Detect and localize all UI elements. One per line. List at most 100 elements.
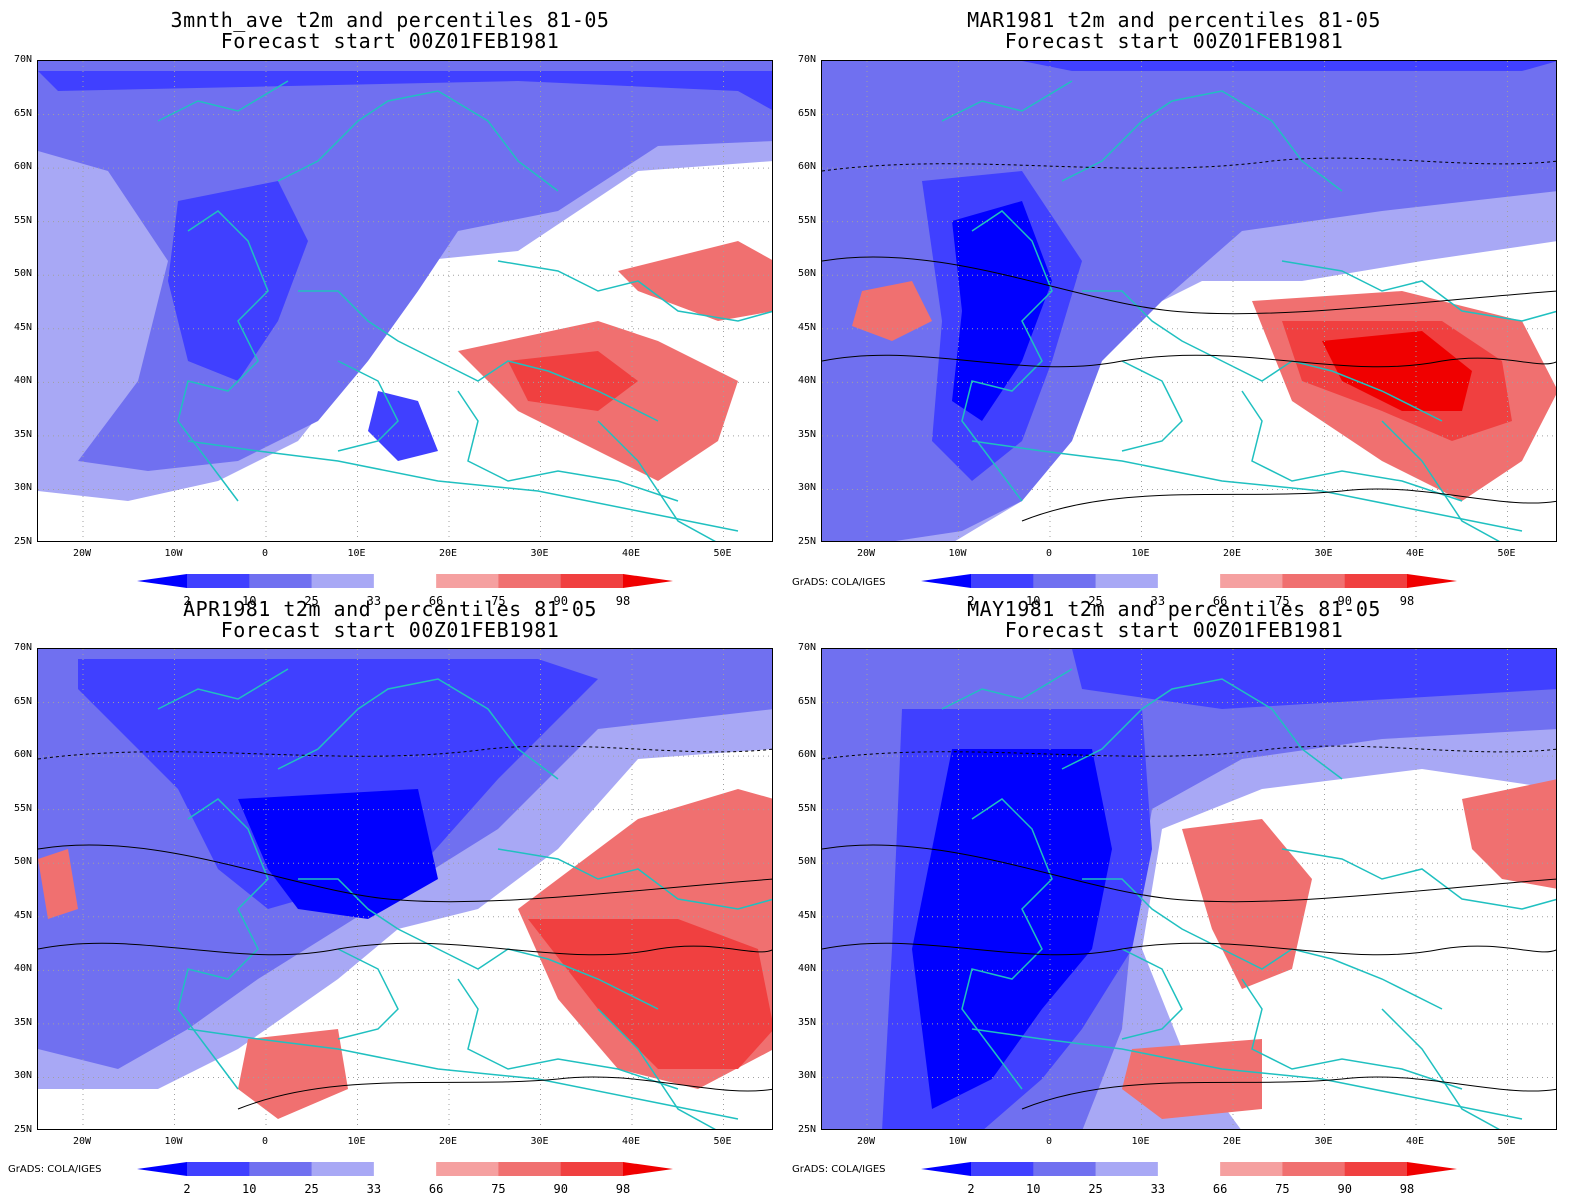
temperature-contours — [822, 745, 1556, 1110]
colorbar-tick-label: 2 — [183, 594, 191, 608]
lat-tick-label: 55N — [797, 214, 816, 226]
colorbar-tick-label: 2 — [967, 1182, 975, 1196]
colorbar-tick-label: 90 — [553, 594, 568, 608]
lat-tick-label: 50N — [13, 856, 32, 868]
lon-tick-label: 20E — [438, 1136, 458, 1147]
colorbar-tick-label: 75 — [491, 594, 506, 608]
graticule — [822, 649, 1556, 1129]
lat-tick-label: 35N — [797, 1016, 816, 1028]
lat-tick-label: 70N — [797, 642, 816, 653]
colorbar-tick-label: 25 — [304, 1182, 319, 1196]
colorbar-swatches — [921, 1162, 1457, 1176]
lon-tick-label: 0 — [1045, 548, 1053, 559]
lon-tick-label: 20W — [72, 1136, 92, 1147]
colorbar-tick-label: 98 — [1399, 1182, 1415, 1196]
coastlines — [157, 80, 772, 541]
panel-march: MAR1981 t2m and percentiles 81-05 Foreca… — [784, 0, 1564, 608]
lat-tick-label: 45N — [797, 909, 816, 921]
colorbar-tick-label: 10 — [1026, 1182, 1041, 1196]
colorbar-tick-label: 25 — [304, 594, 319, 608]
lon-tick-label: 10W — [164, 1136, 183, 1147]
colorbar-tick-label: 10 — [242, 1182, 257, 1196]
graticule — [38, 61, 772, 541]
lat-tick-label: 25N — [13, 536, 32, 547]
lat-tick-label: 65N — [797, 695, 816, 707]
lon-tick-label: 20E — [1222, 1136, 1242, 1147]
colorbar-tick-label: 66 — [1212, 594, 1228, 608]
panel-title-line2: Forecast start 00Z01FEB1981 — [220, 618, 560, 642]
lat-tick-label: 65N — [797, 107, 816, 119]
lon-tick-label: 20W — [856, 1136, 876, 1147]
colorbar-tick-label: 66 — [428, 594, 444, 608]
lat-tick-label: 45N — [797, 321, 816, 333]
graticule — [822, 61, 1556, 541]
lat-tick-label: 60N — [13, 161, 32, 173]
lat-tick-label: 40N — [13, 375, 32, 387]
lat-tick-label: 70N — [13, 54, 32, 65]
lat-tick-label: 40N — [13, 963, 32, 975]
lon-tick-label: 0 — [1045, 1136, 1053, 1147]
colorbar-tick-label: 90 — [1337, 1182, 1352, 1196]
lat-tick-label: 65N — [13, 695, 32, 707]
lat-tick-label: 55N — [797, 802, 816, 814]
percentile-map — [821, 60, 1557, 542]
panel-april: APR1981 t2m and percentiles 81-05 Foreca… — [0, 596, 780, 1196]
colorbar-tick-label: 2 — [183, 1182, 191, 1196]
lat-tick-label: 50N — [13, 268, 32, 280]
map-shading — [822, 61, 1556, 541]
panel-title-line2: Forecast start 00Z01FEB1981 — [1004, 618, 1344, 642]
lon-tick-label: 40E — [1405, 1136, 1425, 1147]
lat-tick-label: 55N — [13, 214, 32, 226]
colorbar-swatches — [137, 1162, 673, 1176]
lat-tick-label: 40N — [797, 963, 816, 975]
lat-tick-label: 25N — [797, 536, 816, 547]
grads-credit: GrADS: COLA/IGES — [8, 1164, 102, 1175]
lon-tick-label: 40E — [621, 548, 641, 559]
lon-tick-label: 10E — [347, 1136, 366, 1147]
lat-tick-label: 35N — [797, 428, 816, 440]
lat-tick-label: 70N — [797, 54, 816, 65]
lon-tick-label: 30E — [530, 1136, 549, 1147]
lat-tick-label: 60N — [797, 749, 816, 761]
lat-tick-label: 45N — [13, 321, 32, 333]
lon-tick-label: 30E — [1314, 1136, 1333, 1147]
lat-tick-label: 60N — [13, 749, 32, 761]
colorbar-tick-label: 25 — [1088, 594, 1103, 608]
lon-tick-label: 30E — [530, 548, 549, 559]
grads-credit: GrADS: COLA/IGES — [792, 577, 886, 588]
map-shading — [822, 649, 1556, 1129]
map-shading — [38, 61, 772, 541]
lon-tick-label: 20E — [1222, 548, 1242, 559]
colorbar-tick-label: 66 — [428, 1182, 444, 1196]
lat-tick-label: 30N — [13, 1070, 32, 1082]
lat-tick-label: 50N — [797, 268, 816, 280]
lon-tick-label: 0 — [261, 1136, 269, 1147]
panel-title-line2: Forecast start 00Z01FEB1981 — [220, 29, 560, 53]
colorbar-tick-label: 75 — [491, 1182, 506, 1196]
colorbar-tick-label: 33 — [1150, 594, 1166, 608]
lat-tick-label: 70N — [13, 642, 32, 653]
colorbar-tick-label: 75 — [1275, 1182, 1290, 1196]
colorbar — [921, 1162, 1457, 1176]
lon-tick-label: 10W — [164, 548, 183, 559]
lon-tick-label: 20W — [856, 548, 876, 559]
lon-tick-label: 10W — [948, 1136, 967, 1147]
colorbar-tick-label: 75 — [1275, 594, 1290, 608]
colorbar-tick-label: 33 — [1150, 1182, 1166, 1196]
lon-tick-label: 50E — [1497, 548, 1516, 559]
colorbar-tick-label: 10 — [242, 594, 257, 608]
lat-tick-label: 30N — [797, 1070, 816, 1082]
colorbar-tick-label: 66 — [1212, 1182, 1228, 1196]
colorbar-tick-label: 25 — [1088, 1182, 1103, 1196]
lat-tick-label: 45N — [13, 909, 32, 921]
colorbar-tick-label: 98 — [615, 594, 631, 608]
lon-tick-label: 50E — [1497, 1136, 1516, 1147]
panel-title-line1: APR1981 t2m and percentiles 81-05 — [183, 597, 597, 621]
lon-tick-label: 10E — [1131, 548, 1150, 559]
lon-tick-label: 10E — [347, 548, 366, 559]
colorbar-swatches — [137, 574, 673, 588]
lat-tick-label: 30N — [13, 482, 32, 494]
lon-tick-label: 0 — [261, 548, 269, 559]
lon-tick-label: 30E — [1314, 548, 1333, 559]
lon-tick-label: 10E — [1131, 1136, 1150, 1147]
